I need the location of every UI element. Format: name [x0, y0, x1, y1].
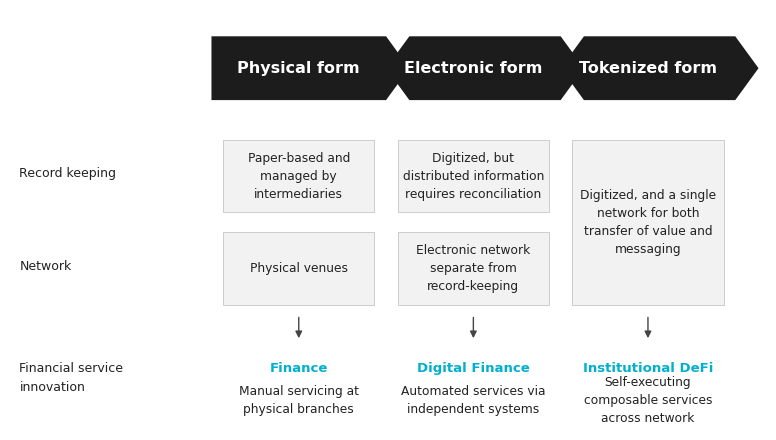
Text: Digital Finance: Digital Finance	[417, 362, 530, 375]
Text: Paper-based and
managed by
intermediaries: Paper-based and managed by intermediarie…	[248, 151, 350, 201]
Text: Digitized, and a single
network for both
transfer of value and
messaging: Digitized, and a single network for both…	[580, 189, 716, 256]
FancyBboxPatch shape	[223, 140, 374, 213]
Text: Manual servicing at
physical branches: Manual servicing at physical branches	[239, 385, 359, 416]
Text: Electronic form: Electronic form	[404, 61, 542, 76]
Text: Financial service
innovation: Financial service innovation	[19, 363, 123, 394]
Text: Self-executing
composable services
across network: Self-executing composable services acros…	[584, 376, 712, 425]
Text: Physical venues: Physical venues	[250, 262, 348, 275]
FancyBboxPatch shape	[397, 140, 549, 213]
FancyBboxPatch shape	[572, 140, 723, 304]
Polygon shape	[386, 36, 584, 100]
Text: Finance: Finance	[269, 362, 328, 375]
Text: Network: Network	[19, 260, 71, 273]
Text: Digitized, but
distributed information
requires reconciliation: Digitized, but distributed information r…	[403, 151, 544, 201]
Polygon shape	[211, 36, 410, 100]
Text: Tokenized form: Tokenized form	[579, 61, 717, 76]
Text: Electronic network
separate from
record-keeping: Electronic network separate from record-…	[416, 244, 531, 293]
FancyBboxPatch shape	[397, 232, 549, 304]
FancyBboxPatch shape	[223, 232, 374, 304]
Text: Automated services via
independent systems: Automated services via independent syste…	[401, 385, 546, 416]
Text: Physical form: Physical form	[237, 61, 360, 76]
Text: Institutional DeFi: Institutional DeFi	[583, 362, 713, 375]
Polygon shape	[560, 36, 759, 100]
Text: Record keeping: Record keeping	[19, 167, 116, 180]
